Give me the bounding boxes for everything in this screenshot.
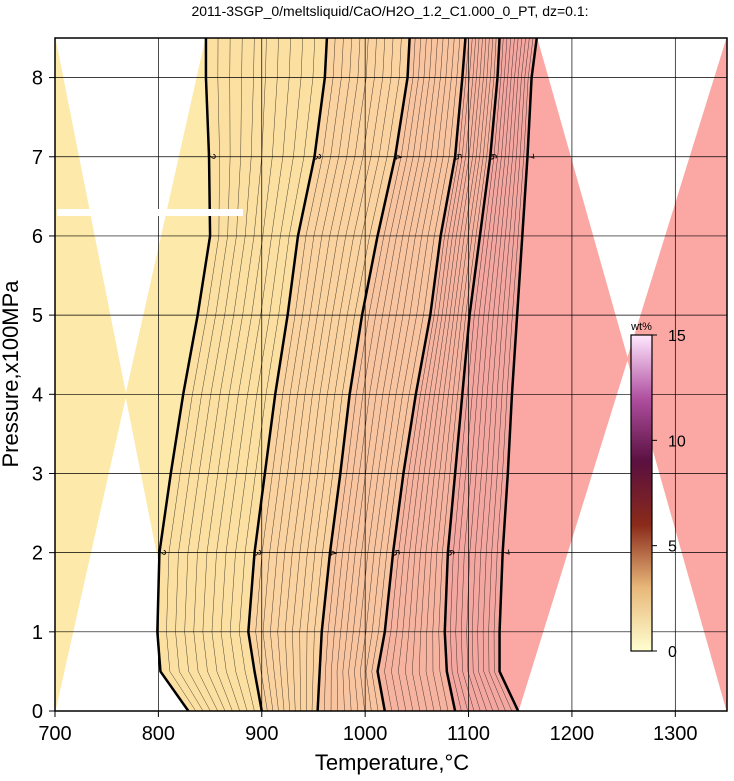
y-tick-label: 4 — [32, 384, 43, 406]
x-tick-label: 900 — [245, 723, 278, 745]
y-tick-label: 0 — [32, 701, 43, 723]
y-tick-label: 1 — [32, 622, 43, 644]
x-tick-label: 1000 — [343, 723, 388, 745]
contour-label: 5 — [389, 549, 402, 557]
x-axis-label: Temperature,°C — [315, 750, 469, 775]
y-tick-label: 6 — [32, 226, 43, 248]
contour-line — [316, 38, 411, 711]
y-tick-label: 5 — [32, 305, 43, 327]
y-tick-label: 2 — [32, 543, 43, 565]
x-tick-label: 800 — [142, 723, 175, 745]
chart-title: 2011-3SGP_0/meltsliquid/CaO/H2O_1.2_C1.0… — [191, 3, 588, 19]
y-tick-label: 3 — [32, 463, 43, 485]
y-tick-label: 7 — [32, 147, 43, 169]
contour-line — [498, 38, 539, 711]
y-axis-label: Pressure,x100MPa — [0, 280, 23, 468]
y-tick-label: 8 — [32, 68, 43, 90]
colorbar-tick-label: 0 — [668, 644, 677, 661]
contour-line — [156, 38, 212, 711]
contour-label: 7 — [523, 153, 536, 161]
colorbar-tick-label: 10 — [668, 433, 686, 450]
colorbar — [630, 334, 653, 652]
contour-label: 3 — [250, 549, 263, 557]
contour-line — [376, 38, 467, 711]
contour-label: 7 — [498, 549, 511, 557]
x-tick-label: 700 — [38, 723, 71, 745]
contour-label: 5 — [451, 153, 464, 161]
contour-label: 3 — [310, 153, 323, 161]
contour-label: 2 — [155, 549, 168, 557]
contour-label: 4 — [391, 153, 404, 161]
contour-line — [443, 38, 501, 711]
blank-band — [57, 209, 243, 216]
contour-label: 6 — [443, 549, 456, 557]
colorbar-tick-label: 15 — [668, 328, 686, 345]
x-tick-label: 1100 — [447, 723, 490, 745]
colorbar-label: wt% — [630, 321, 652, 333]
colorbar-tick-label: 5 — [668, 539, 677, 556]
plot-area: 2 2 3 3 4 4 5 5 6 6 7 7 — [55, 38, 727, 711]
contour-label: 2 — [205, 153, 218, 161]
contour-label: 6 — [486, 153, 499, 161]
contour-label: 4 — [326, 549, 339, 557]
plot-frame — [54, 37, 728, 712]
contour-fill — [499, 38, 727, 711]
contour-line — [247, 38, 329, 711]
x-tick-label: 1200 — [550, 723, 595, 745]
x-tick-label: 1300 — [653, 723, 698, 745]
